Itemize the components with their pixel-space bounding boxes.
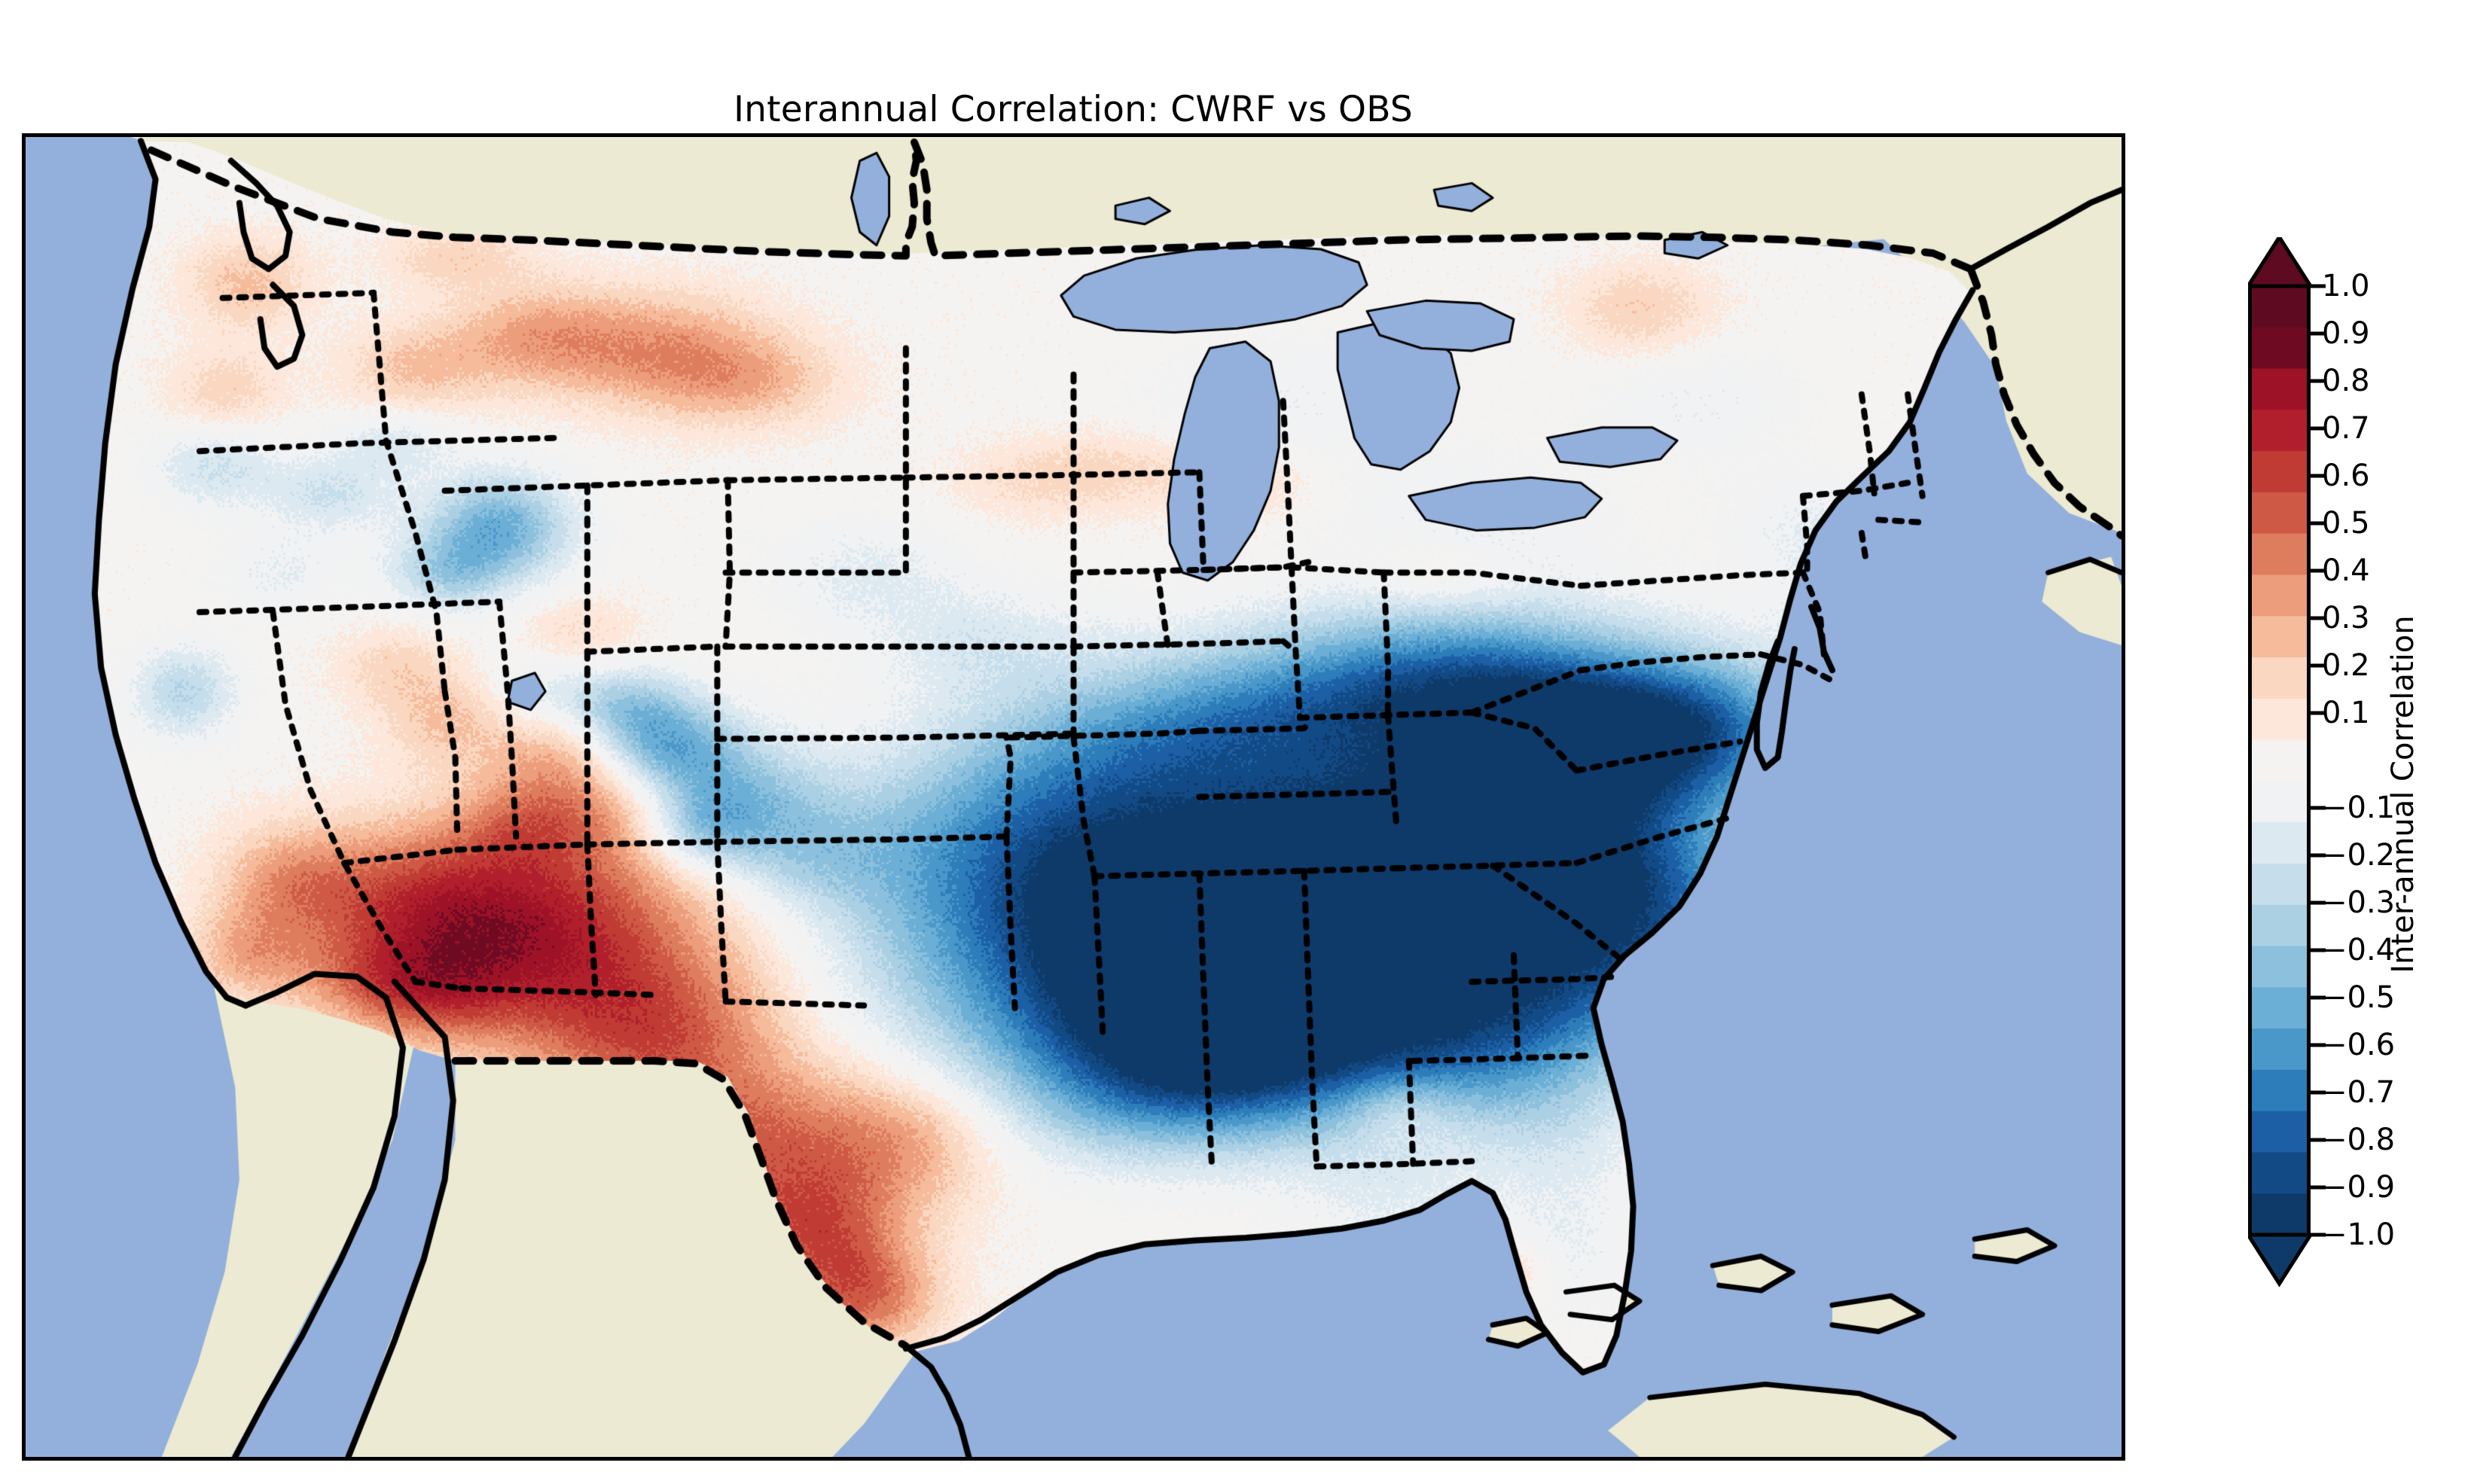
colorbar-tick-label: −0.6 (2322, 1028, 2396, 1062)
colorbar-tick-label: −0.5 (2322, 980, 2396, 1015)
colorbar-tick-label: 0.8 (2322, 364, 2370, 398)
colorbar: 1.0 0.9 0.8 0.7 0.6 0.5 0.4 0.3 0.2 0.1 −0.1 −0.2 −0… (2248, 237, 2474, 1351)
colorbar-tick-label: 0.2 (2322, 648, 2370, 683)
figure-title-line-1: Interannual Correlation: CWRF vs OBS (734, 89, 1413, 131)
colorbar-tick-label: −0.7 (2322, 1075, 2396, 1110)
colorbar-tick-label: 0.3 (2322, 601, 2370, 635)
colorbar-tick-label: 0.4 (2322, 553, 2370, 588)
colorbar-tick-label: −0.2 (2322, 838, 2396, 873)
correlation-map-canvas (26, 137, 2122, 1457)
colorbar-tick-label: 0.9 (2322, 316, 2370, 351)
colorbar-tick-label: −0.9 (2322, 1170, 2396, 1205)
map-axes-frame (22, 133, 2125, 1461)
colorbar-tick-label: 1.0 (2322, 269, 2370, 303)
colorbar-tick-label: 0.1 (2322, 696, 2370, 730)
colorbar-swatches (2248, 237, 2326, 1287)
colorbar-tick-label: −0.3 (2322, 885, 2396, 920)
colorbar-tick-label: −0.1 (2322, 791, 2396, 825)
colorbar-tick-label: −0.8 (2322, 1123, 2396, 1157)
colorbar-axis-label: Inter-annual Correlation (2386, 615, 2421, 974)
colorbar-tick-label: −0.4 (2322, 933, 2396, 967)
colorbar-tick-label: 0.5 (2322, 506, 2370, 541)
colorbar-tick-label: 0.6 (2322, 459, 2370, 493)
colorbar-tick-label: −1.0 (2322, 1217, 2396, 1252)
colorbar-tick-label: 0.7 (2322, 411, 2370, 446)
